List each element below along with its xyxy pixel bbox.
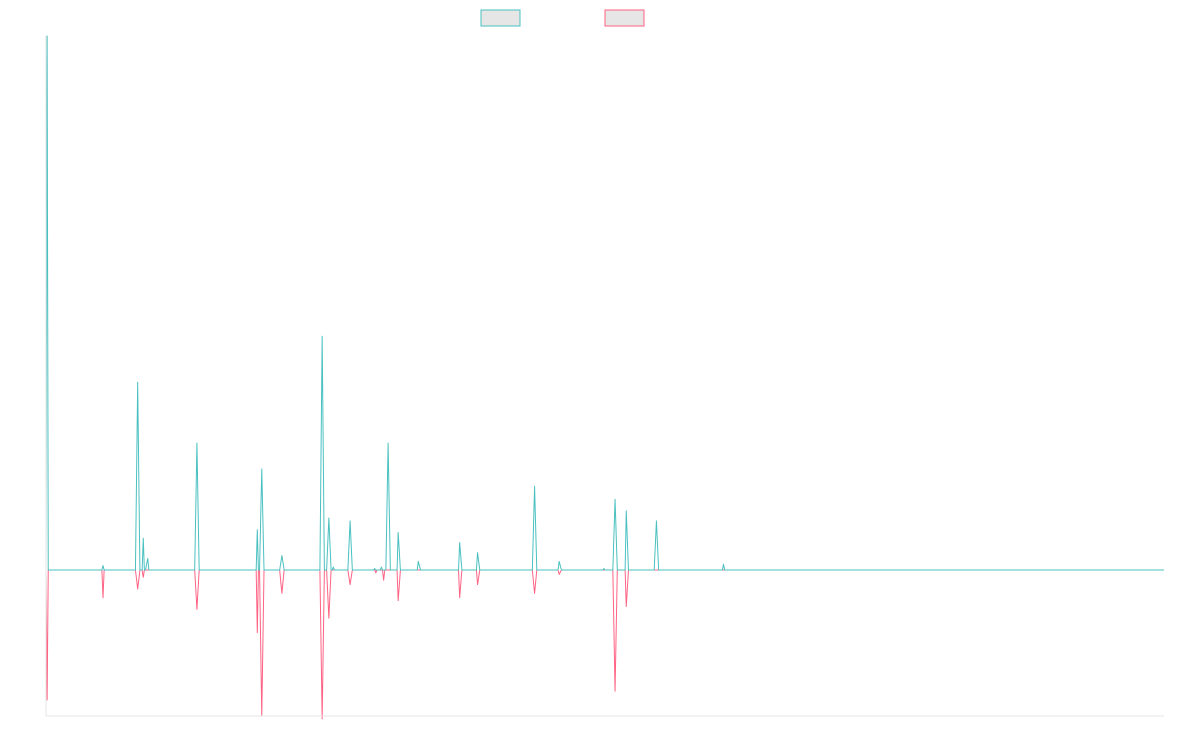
series-line-1[interactable] <box>45 35 1164 571</box>
legend-swatch-series-2[interactable] <box>604 9 645 27</box>
series-line-2[interactable] <box>45 569 1164 720</box>
legend-swatch-series-1[interactable] <box>480 9 521 27</box>
plot-area <box>45 35 1164 720</box>
legend[interactable] <box>480 9 645 27</box>
